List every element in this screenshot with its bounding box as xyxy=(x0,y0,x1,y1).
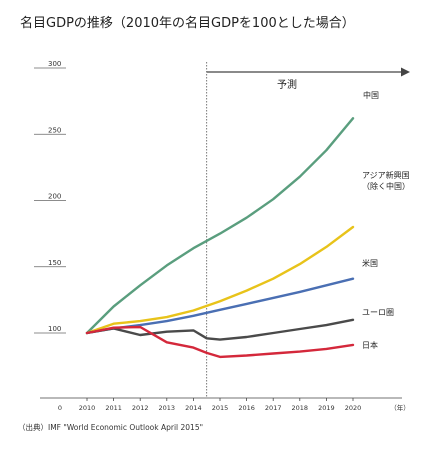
x-tick-label: 2011 xyxy=(105,404,122,412)
series-label-1-line-1: （除く中国） xyxy=(362,181,410,191)
x-tick-label: 2015 xyxy=(212,404,229,412)
x-tick-label: 2016 xyxy=(238,404,255,412)
series-label-2: 米国 xyxy=(362,258,378,268)
y-tick-label: 150 xyxy=(48,259,61,267)
series-line-3 xyxy=(85,318,355,341)
forecast-label: 予測 xyxy=(277,78,297,91)
x-tick-label: 2019 xyxy=(318,404,335,412)
series-line-0 xyxy=(85,117,355,335)
x-tick-label: 2013 xyxy=(159,404,176,412)
x-tick-label: （年） xyxy=(390,403,410,412)
series-line-1 xyxy=(85,225,355,335)
series-label-3: ユーロ圏 xyxy=(362,308,394,317)
y-tick-label: 300 xyxy=(48,60,61,68)
x-tick-label: 2010 xyxy=(79,404,96,412)
series-label-0: 中国 xyxy=(363,90,379,100)
series-group xyxy=(85,117,355,359)
chart-title: 名目GDPの推移（2010年の名目GDPを100とした場合） xyxy=(20,15,355,31)
y-axis: 300 250 200 150 100 xyxy=(34,60,66,334)
x-axis: 0 2010 2011 2012 2013 2014 2015 2016 2017 2018 201… xyxy=(40,397,410,412)
series-line-2 xyxy=(85,277,355,335)
x-tick-label: 2012 xyxy=(132,404,149,412)
y-tick-label: 100 xyxy=(48,325,61,333)
x-tick-label: 2017 xyxy=(265,404,282,412)
y-tick-label: 250 xyxy=(48,126,61,134)
series-line-4 xyxy=(85,325,355,359)
x-tick-label: 2014 xyxy=(185,404,202,412)
source-note: （出典）IMF "World Economic Outlook April 20… xyxy=(18,422,203,432)
x-tick-label: 2020 xyxy=(345,404,362,412)
series-label-4: 日本 xyxy=(362,340,378,350)
series-label-1-line-0: アジア新興国 xyxy=(362,170,410,180)
forecast-marker: 予測 xyxy=(206,62,410,398)
y-tick-label: 200 xyxy=(48,193,61,201)
x-tick-label: 0 xyxy=(58,404,62,412)
x-tick-label: 2018 xyxy=(292,404,309,412)
forecast-arrow-icon xyxy=(401,67,410,77)
